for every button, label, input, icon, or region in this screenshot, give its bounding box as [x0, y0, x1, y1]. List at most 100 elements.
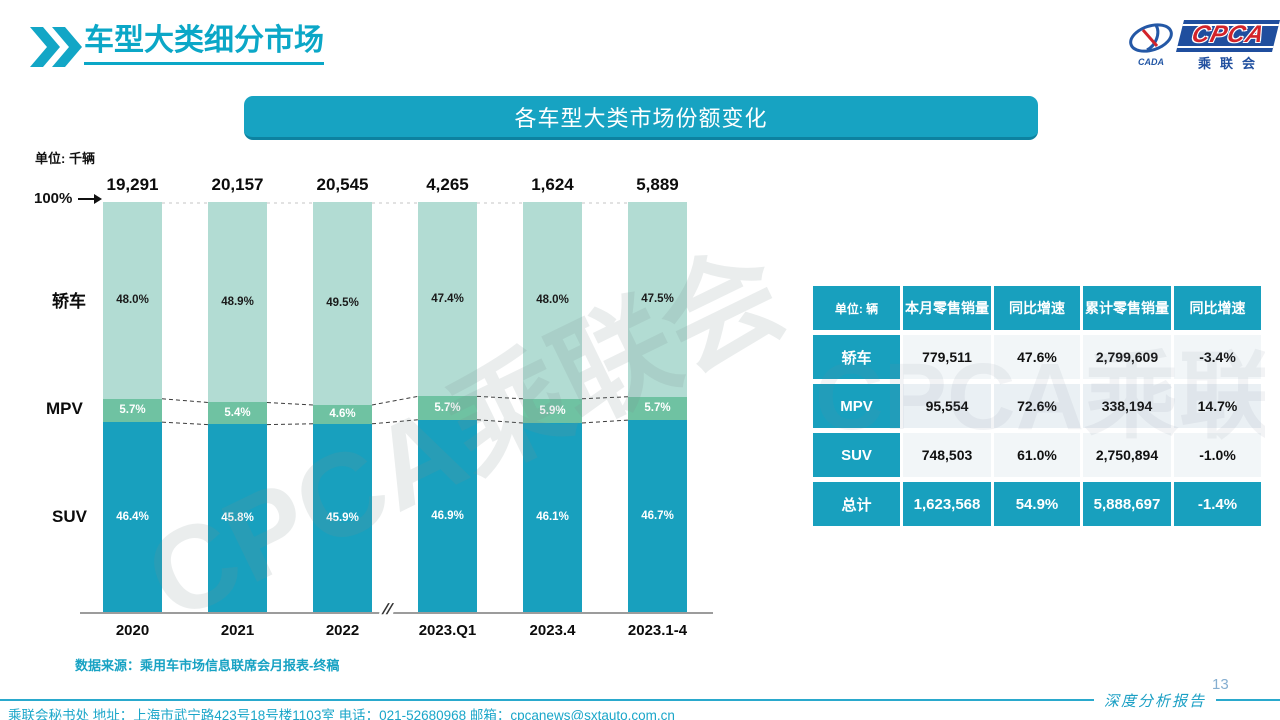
table-row-label: MPV — [813, 384, 900, 428]
bar-segment-2: 45.8% — [208, 424, 267, 612]
bar-segment-1: 5.9% — [523, 398, 582, 423]
segment-value-label: 46.9% — [431, 509, 464, 522]
table-cell: 338,194 — [1083, 384, 1171, 428]
bar-segment-2: 46.4% — [103, 421, 162, 612]
cpca-emblem-icon: CADA — [1129, 23, 1173, 67]
axis-break-marker: // — [378, 601, 397, 618]
footer-contact-info: 乘联会秘书处 地址：上海市武宁路423号18号楼1103室 电话：021-526… — [8, 708, 675, 720]
table-cell: 14.7% — [1174, 384, 1261, 428]
table-row-label: SUV — [813, 433, 900, 477]
table-header-cell: 本月零售销量 — [903, 286, 991, 330]
series-label-sedan: 轿车 — [52, 292, 86, 311]
cpca-plate: CPCA — [1176, 20, 1280, 52]
stacked-bar: 48.0% 5.9% 46.1% — [523, 202, 582, 612]
segment-value-label: 48.9% — [221, 296, 254, 309]
bar-segment-2: 46.7% — [628, 420, 687, 612]
x-axis-label: 2023.Q1 — [418, 622, 477, 639]
series-label-suv: SUV — [52, 507, 87, 526]
bar-segment-1: 5.4% — [208, 402, 267, 425]
bar-total-label: 20,545 — [316, 175, 369, 194]
segment-value-label: 47.4% — [431, 293, 464, 306]
table-header-cell: 累计零售销量 — [1083, 286, 1171, 330]
stacked-bar-chart: // 48.0% 5.7% 46.4% 19,291 2020 48.9% 5.4% 45.8… — [80, 175, 713, 639]
double-chevron-icon — [30, 27, 82, 67]
cpca-wordmark: CPCA 乘联会 — [1176, 20, 1280, 72]
x-axis-label: 2022 — [325, 622, 360, 639]
bar-segment-0: 48.9% — [208, 202, 267, 403]
connector-lines — [161, 202, 629, 426]
stacked-bar: 48.0% 5.7% 46.4% — [103, 202, 162, 612]
segment-value-label: 46.7% — [641, 509, 674, 522]
segment-value-label: 4.6% — [329, 408, 356, 421]
table-cell: 95,554 — [903, 384, 991, 428]
report-type-label: 深度分析报告 — [1094, 690, 1217, 711]
right-arrow-icon — [78, 193, 103, 204]
chart-title-banner: 各车型大类市场份额变化 — [244, 96, 1038, 140]
table-cell: 2,799,609 — [1083, 335, 1171, 379]
bar-segment-0: 47.4% — [418, 202, 477, 397]
table-header-cell: 同比增速 — [1174, 286, 1261, 330]
stacked-bar: 47.4% 5.7% 46.9% — [418, 202, 477, 612]
bar-segment-2: 45.9% — [313, 423, 372, 612]
table-cell: 748,503 — [903, 433, 991, 477]
bar-total-label: 4,265 — [426, 175, 469, 194]
segment-value-label: 45.8% — [221, 512, 254, 525]
bar-segment-0: 48.0% — [523, 202, 582, 399]
bar-segment-0: 47.5% — [628, 202, 687, 397]
table-cell: 2,750,894 — [1083, 433, 1171, 477]
x-axis-label: 2023.1-4 — [627, 622, 688, 639]
table-row-label: 轿车 — [813, 335, 900, 379]
segment-value-label: 45.9% — [326, 511, 359, 524]
svg-text:CADA: CADA — [1138, 57, 1164, 67]
table-cell: -1.0% — [1174, 433, 1261, 477]
bar-segment-1: 5.7% — [418, 396, 477, 420]
stacked-bar: 49.5% 4.6% 45.9% — [313, 202, 372, 612]
table-header-cell: 同比增速 — [994, 286, 1080, 330]
table-cell: 5,888,697 — [1083, 482, 1171, 526]
series-label-mpv: MPV — [46, 399, 83, 418]
bar-total-label: 19,291 — [106, 175, 159, 194]
bar-segment-0: 48.0% — [103, 202, 162, 399]
bar-segment-1: 5.7% — [103, 398, 162, 422]
segment-value-label: 5.4% — [224, 407, 251, 420]
stacked-bar: 48.9% 5.4% 45.8% — [208, 202, 267, 612]
bar-segment-1: 4.6% — [313, 404, 372, 424]
segment-value-label: 5.7% — [119, 404, 146, 417]
table-cell: 779,511 — [903, 335, 991, 379]
table-cell: -3.4% — [1174, 335, 1261, 379]
bar-segment-1: 5.7% — [628, 396, 687, 421]
table-cell: 72.6% — [994, 384, 1080, 428]
footer-divider-line — [0, 699, 1280, 701]
segment-value-label: 47.5% — [641, 293, 674, 306]
table-cell: 54.9% — [994, 482, 1080, 526]
bar-total-label: 20,157 — [211, 175, 264, 194]
table-header-cell: 单位: 辆 — [813, 286, 900, 330]
y-axis-100pct-marker: 100% — [34, 190, 103, 207]
x-axis-label: 2020 — [115, 622, 150, 639]
table-cell: -1.4% — [1174, 482, 1261, 526]
y-axis-100pct-label: 100% — [34, 190, 73, 207]
segment-value-label: 48.0% — [536, 294, 569, 307]
bar-total-label: 1,624 — [531, 175, 574, 194]
x-axis-label: 2021 — [220, 622, 255, 639]
segment-value-label: 49.5% — [326, 297, 359, 310]
segment-value-label: 46.4% — [116, 510, 149, 523]
bar-segment-2: 46.1% — [523, 422, 582, 612]
page-number: 13 — [1212, 676, 1229, 693]
segment-value-label: 5.9% — [539, 404, 566, 417]
table-cell: 47.6% — [994, 335, 1080, 379]
sales-table: 单位: 辆本月零售销量 同比增速 累计零售销量 同比增速 轿车 779,511 47.6% 2… — [813, 286, 1261, 526]
segment-value-label: 5.7% — [434, 402, 461, 414]
page-title: 车型大类细分市场 — [84, 22, 324, 65]
x-axis-label: 2023.4 — [529, 622, 576, 639]
bar-segment-0: 49.5% — [313, 202, 372, 405]
table-cell: 61.0% — [994, 433, 1080, 477]
cpca-chinese-name: 乘联会 — [1198, 56, 1265, 71]
segment-value-label: 46.1% — [536, 511, 569, 524]
cpca-logo: CADA CPCA 乘联会 — [1126, 20, 1280, 72]
bar-segment-2: 46.9% — [418, 419, 477, 612]
cpca-acronym: CPCA — [1189, 21, 1268, 48]
table-cell: 1,623,568 — [903, 482, 991, 526]
data-source-note: 数据来源：乘用车市场信息联席会月报表-终稿 — [75, 658, 340, 673]
